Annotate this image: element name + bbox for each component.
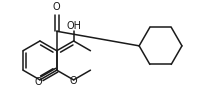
Text: O: O (35, 76, 42, 86)
Text: O: O (70, 75, 77, 85)
Text: OH: OH (66, 21, 81, 31)
Text: O: O (53, 2, 61, 12)
